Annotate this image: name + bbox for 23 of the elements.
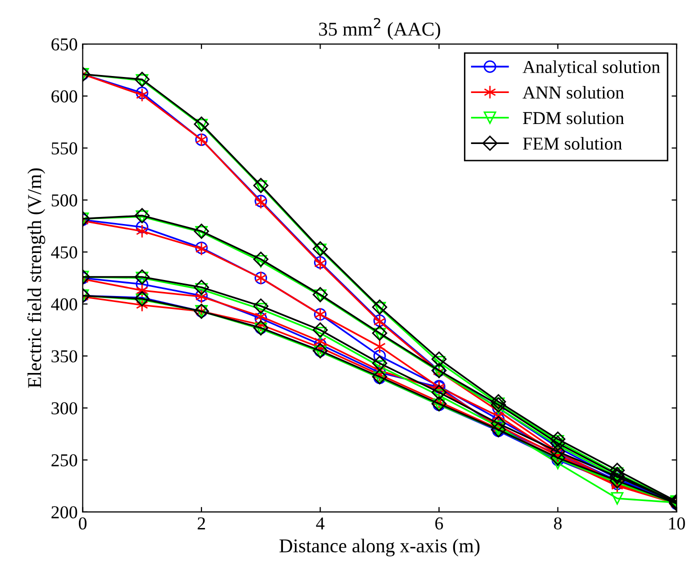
y-tick-label: 400 xyxy=(51,298,78,310)
y-tick-label: 250 xyxy=(52,454,78,466)
x-tick-label: 6 xyxy=(435,517,444,530)
chart-title: 35 mm$^{2}$ (AAC) xyxy=(319,18,440,40)
legend-label: Analytical solution xyxy=(522,60,660,77)
y-tick-label: 550 xyxy=(52,142,78,154)
legend-label: FEM solution xyxy=(522,136,622,150)
y-axis-title: Electric field strength (V/m) xyxy=(27,168,46,388)
legend-label: FDM solution xyxy=(522,111,624,124)
y-tick-label: 500 xyxy=(52,194,78,206)
x-tick-label: 8 xyxy=(554,517,562,530)
y-tick-label: 650 xyxy=(52,38,78,50)
y-tick-label: 450 xyxy=(51,246,78,258)
y-tick-label: 350 xyxy=(52,350,78,362)
y-tick-label: 300 xyxy=(52,402,78,414)
x-tick-label: 10 xyxy=(669,517,685,530)
x-tick-label: 0 xyxy=(78,517,87,530)
y-tick-label: 600 xyxy=(52,90,78,102)
y-tick-label: 200 xyxy=(52,506,78,518)
legend-label: ANN solution xyxy=(522,86,624,99)
x-axis-title: Distance along x-axis (m) xyxy=(279,538,480,556)
x-tick-label: 2 xyxy=(198,517,205,530)
x-tick-label: 4 xyxy=(316,517,324,530)
